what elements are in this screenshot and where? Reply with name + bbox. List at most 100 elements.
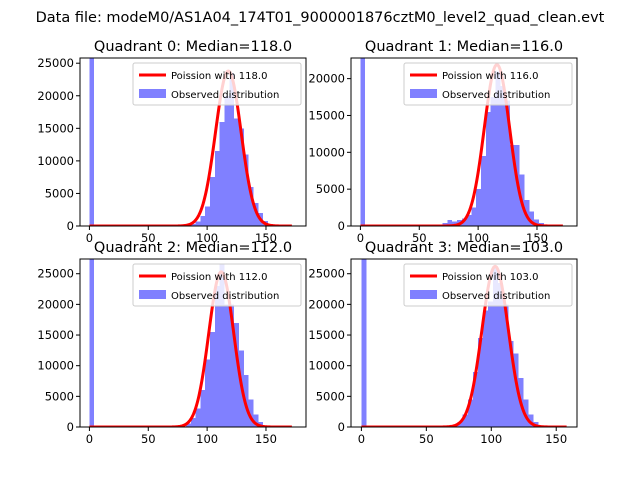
y-tick-label: 0	[67, 420, 74, 434]
x-tick-label: 0	[357, 231, 364, 245]
poisson-fit-line	[88, 270, 293, 427]
histogram-bar	[481, 156, 486, 226]
histogram-bar	[534, 219, 539, 226]
plot-area	[88, 259, 293, 427]
x-tick-label: 100	[196, 432, 218, 446]
subplot-quadrant-2: 0 50 100 150 0 5000 10000 15000 20000 25000 Quadra…	[37, 240, 307, 446]
y-tick-label: 20000	[37, 297, 74, 311]
legend: Poission with 103.0 Observed distribution	[403, 263, 573, 307]
poisson-fit-line	[88, 69, 293, 226]
y-tick-label: 10000	[37, 359, 74, 373]
subplot-title: Quadrant 0: Median=118.0	[94, 39, 292, 55]
histogram-bar	[510, 144, 515, 226]
legend-fit-label: Poission with 103.0	[442, 272, 538, 283]
y-tick-label: 0	[67, 219, 74, 233]
y-tick-label: 5000	[316, 389, 345, 403]
x-tick-label: 100	[196, 231, 218, 245]
histogram-bar	[190, 224, 196, 226]
histogram-bar	[447, 220, 453, 226]
subplot-title: Quadrant 1: Median=116.0	[365, 39, 563, 55]
histogram-bar	[205, 359, 211, 427]
histogram-bar	[361, 259, 367, 427]
histogram-bar	[239, 128, 244, 226]
histogram-bar	[229, 72, 235, 226]
histogram-bar	[89, 58, 95, 226]
legend-observed-label: Observed distribution	[171, 90, 279, 101]
x-tick-label: 50	[141, 432, 156, 446]
legend-observed-swatch	[410, 89, 437, 98]
legend-observed-label: Observed distribution	[442, 291, 550, 302]
histogram-bar	[462, 414, 468, 427]
legend: Poission with 118.0 Observed distribution	[132, 62, 302, 106]
axes-frame	[350, 258, 578, 428]
x-tick-label: 50	[141, 231, 156, 245]
histogram-bar	[466, 214, 472, 226]
legend-fit-label: Poission with 112.0	[171, 272, 267, 283]
y-tick-label: 10000	[308, 359, 345, 373]
y-tick-label: 10000	[308, 145, 345, 159]
histogram-bar	[89, 259, 95, 427]
x-tick-label: 50	[412, 231, 427, 245]
y-tick-label: 20000	[308, 72, 345, 86]
histogram-bar	[200, 216, 206, 226]
histogram-bar	[457, 422, 463, 427]
subplot-quadrant-1: 0 50 100 150 0 5000 10000 15000 20000 Quadrant 1:…	[308, 39, 578, 245]
subplot-title: Quadrant 3: Median=103.0	[365, 240, 563, 256]
x-tick-label: 0	[86, 432, 93, 446]
x-tick-label: 150	[526, 231, 548, 245]
histogram-bar	[495, 71, 501, 226]
legend-box	[403, 263, 573, 307]
subplot-grid: 0 50 100 1500500010000150002000025000Quadra…	[37, 39, 578, 446]
histogram-bar	[219, 121, 225, 226]
histogram-bar	[490, 97, 496, 226]
histogram-bar	[482, 310, 489, 427]
poisson-fit-line	[359, 63, 564, 226]
y-tick-label: 25000	[37, 56, 74, 70]
y-tick-label: 10000	[37, 154, 74, 168]
y-tick-label: 15000	[37, 328, 74, 342]
histogram-bar	[500, 86, 506, 226]
x-tick-label: 0	[86, 231, 93, 245]
histogram-bar	[224, 95, 230, 226]
histogram-bar	[185, 423, 191, 427]
y-tick-label: 15000	[308, 328, 345, 342]
histogram-bar	[503, 304, 509, 427]
histogram-bar	[513, 353, 519, 427]
histogram-bar	[224, 304, 230, 427]
histogram-bar	[205, 206, 211, 226]
legend: Poission with 112.0 Observed distribution	[132, 263, 302, 307]
histogram-bar	[476, 189, 482, 226]
figure-suptitle: Data file: modeM0/AS1A04_174T01_90000018…	[36, 10, 605, 26]
legend: Poission with 116.0 Observed distribution	[403, 62, 573, 106]
histogram-bar	[529, 211, 535, 226]
histogram-bar	[485, 111, 491, 226]
legend-observed-label: Observed distribution	[171, 291, 279, 302]
y-tick-label: 15000	[308, 108, 345, 122]
legend-fit-label: Poission with 116.0	[442, 71, 538, 82]
histogram-bar	[214, 151, 220, 226]
histogram-bar	[210, 177, 215, 226]
poisson-fit-line	[360, 264, 568, 427]
plot-area	[88, 58, 293, 226]
x-tick-label: 100	[480, 432, 502, 446]
histogram-bar	[472, 371, 478, 427]
histogram-bar	[248, 186, 254, 226]
histogram-bar	[253, 414, 259, 427]
histogram-bar	[195, 408, 201, 427]
legend-observed-swatch	[410, 290, 437, 299]
histogram-bar	[243, 154, 249, 226]
y-tick-label: 20000	[308, 297, 345, 311]
histogram-bar	[200, 390, 206, 427]
y-tick-label: 0	[338, 420, 345, 434]
y-tick-label: 5000	[316, 182, 345, 196]
y-tick-label: 5000	[45, 389, 74, 403]
histogram-bar	[477, 338, 483, 427]
legend-observed-swatch	[139, 290, 166, 299]
subplot-title: Quadrant 2: Median=112.0	[94, 240, 292, 256]
x-tick-label: 150	[545, 432, 567, 446]
histogram-bar	[467, 399, 473, 427]
histogram-bar	[219, 264, 225, 427]
axes-frame	[350, 57, 578, 227]
y-tick-label: 0	[338, 219, 345, 233]
